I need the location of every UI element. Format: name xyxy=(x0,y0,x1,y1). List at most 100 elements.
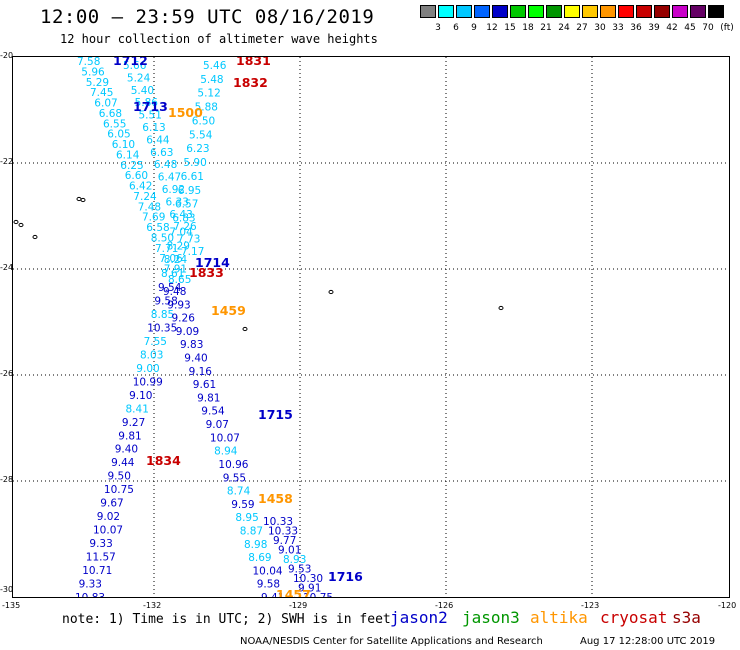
pass-time-label: 1458 xyxy=(258,491,293,506)
generation-timestamp: Aug 17 12:28:00 UTC 2019 xyxy=(580,636,716,647)
color-scale-label: 18 xyxy=(522,23,534,33)
wave-height-value: 9.81 xyxy=(118,430,141,442)
color-scale-label: 36 xyxy=(630,23,642,33)
wave-height-value: 10.33 xyxy=(263,516,293,528)
wave-height-value: 5.86 xyxy=(135,97,159,109)
longitude-label: -123 xyxy=(581,601,600,610)
wave-height-value: 9.54 xyxy=(158,282,182,294)
wave-height-value: 6.42 xyxy=(129,181,152,193)
island-outline xyxy=(328,289,334,295)
wave-height-value: 6.58 xyxy=(146,222,169,234)
wave-height-value: 5.48 xyxy=(200,74,223,86)
island-outline xyxy=(32,234,38,240)
pass-time-label: 1457 xyxy=(276,587,311,598)
color-scale-label: 9 xyxy=(471,23,477,33)
color-scale-label: 39 xyxy=(648,23,660,33)
wave-height-value: 7.45 xyxy=(90,87,113,99)
wave-height-value: 8.74 xyxy=(227,486,251,498)
pass-time-label: 1713 xyxy=(133,99,168,114)
wave-height-value: 9.16 xyxy=(189,366,213,378)
latitude-label: -24 xyxy=(0,263,14,272)
wave-height-value: 9.07 xyxy=(206,419,229,431)
wave-height-value: 9.10 xyxy=(129,390,152,402)
wave-height-value: 9.26 xyxy=(172,313,196,325)
wave-height-value: 6.48 xyxy=(154,159,177,171)
wave-height-value: 6.47 xyxy=(158,172,181,184)
wave-height-value: 6.25 xyxy=(120,160,143,172)
wave-height-value: 6.44 xyxy=(146,134,170,146)
color-scale-label: 21 xyxy=(540,23,552,33)
color-scale-label: 12 xyxy=(486,23,498,33)
wave-height-value: 6.07 xyxy=(94,98,117,110)
wave-height-value: 7.24 xyxy=(133,191,157,203)
wave-height-value: 7.06 xyxy=(159,253,183,265)
wave-height-value: 8.69 xyxy=(248,552,271,564)
wave-height-value: 9.41 xyxy=(261,592,284,598)
longitude-label: -135 xyxy=(2,601,21,610)
wave-height-value: 8.95 xyxy=(235,512,258,524)
wave-height-value: 6.92 xyxy=(162,184,185,196)
color-scale-label: 24 xyxy=(558,23,570,33)
pass-time-label: 1833 xyxy=(189,265,224,280)
color-swatch xyxy=(456,5,472,18)
credit-line: NOAA/NESDIS Center for Satellite Applica… xyxy=(240,636,543,647)
color-swatch xyxy=(546,5,562,18)
wave-height-value: 8.61 xyxy=(161,268,184,280)
wave-height-value: 7.55 xyxy=(144,336,167,348)
wave-height-value: 7.04 xyxy=(169,226,193,238)
wave-height-value: 5.29 xyxy=(86,77,109,89)
satellite-legend-altika: altika xyxy=(530,608,588,627)
wave-height-value: 10.83 xyxy=(75,592,105,598)
wave-height-value: 5.51 xyxy=(139,110,162,122)
longitude-label: -129 xyxy=(289,601,308,610)
wave-height-value: 9.91 xyxy=(298,583,321,595)
wave-height-value: 5.54 xyxy=(189,129,213,141)
color-swatch xyxy=(582,5,598,18)
wave-height-value: 9.55 xyxy=(223,472,246,484)
wave-height-value: 9.83 xyxy=(180,339,203,351)
wave-height-value: 9.40 xyxy=(115,444,138,456)
color-scale-label: 3 xyxy=(435,23,441,33)
wave-height-value: 7.26 xyxy=(173,221,197,233)
latitude-label: -26 xyxy=(0,369,14,378)
wave-height-value: 9.50 xyxy=(108,471,131,483)
wave-height-map: 7.58 5.96 5.29 7.45 6.07 6.68 6.55 6.05 6.10 6.14… xyxy=(12,56,730,598)
wave-height-value: 9.00 xyxy=(136,363,159,375)
wave-height-value: 9.53 xyxy=(288,564,311,576)
pass-time-label: 1459 xyxy=(211,303,246,318)
color-swatch xyxy=(690,5,706,18)
wave-height-value: 9.27 xyxy=(122,417,145,429)
wave-height-value: 9.58 xyxy=(257,579,280,591)
color-scale-label: 27 xyxy=(576,23,588,33)
island-outline xyxy=(80,197,86,203)
wave-height-value: 6.14 xyxy=(116,149,140,161)
wave-height-value: 7.48 xyxy=(138,201,161,213)
wave-height-value: 9.61 xyxy=(193,379,216,391)
pass-time-label: 1715 xyxy=(258,407,293,422)
wave-height-value: 9.40 xyxy=(184,353,207,365)
wave-height-value: 8.41 xyxy=(126,403,149,415)
wave-height-value: 6.10 xyxy=(112,139,135,151)
wave-height-value: 6.95 xyxy=(178,185,201,197)
color-swatch xyxy=(420,5,436,18)
wave-height-value: 9.02 xyxy=(97,511,120,523)
satellite-legend-cryosat: cryosat xyxy=(600,608,668,627)
wave-height-value: 5.90 xyxy=(183,157,206,169)
wave-height-value: 9.44 xyxy=(111,457,135,469)
latitude-label: -30 xyxy=(0,585,14,594)
wave-height-value: 5.40 xyxy=(131,85,154,97)
color-swatch xyxy=(528,5,544,18)
island-outline xyxy=(242,326,248,332)
color-swatch xyxy=(474,5,490,18)
color-swatch xyxy=(636,5,652,18)
wave-height-value: 8.65 xyxy=(168,274,191,286)
pass-time-label: 1716 xyxy=(328,569,363,584)
wave-height-value: 9.09 xyxy=(176,326,199,338)
wave-height-value: 6.68 xyxy=(99,108,122,120)
color-swatch xyxy=(492,5,508,18)
color-swatch xyxy=(708,5,724,18)
color-scale-label: 70 xyxy=(702,23,714,33)
wave-height-value: 5.12 xyxy=(197,88,220,100)
wave-height-value: 9.58 xyxy=(154,296,177,308)
wave-height-value: 8.94 xyxy=(214,446,238,458)
